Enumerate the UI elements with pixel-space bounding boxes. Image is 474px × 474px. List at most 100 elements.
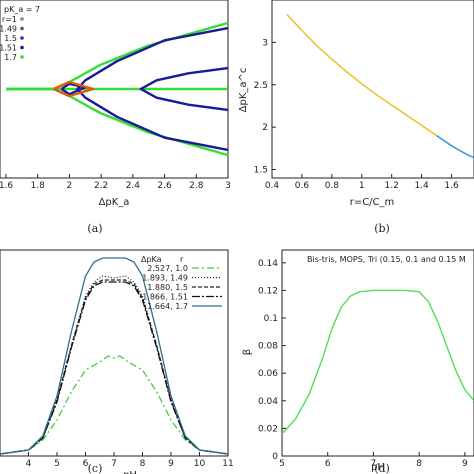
panel-d-caption: (d) (374, 462, 390, 474)
panel-d-x-tick-label-6: 6 (325, 459, 331, 469)
panel-d-x-ticks: 5 6 7 8 9 (279, 452, 468, 469)
panel-b-x-tick-label-1.6: 1.6 (444, 181, 459, 191)
panel-c-frame (0, 249, 229, 457)
panel-d-y-ticks: 0 0.02 0.04 0.06 0.08 0.1 0.12 0.14 (258, 259, 286, 462)
panel-c-x-tick-label-6: 6 (83, 459, 89, 469)
panel-b-series-0 (286, 13, 438, 137)
panel-d-x-tick-label-9: 9 (462, 459, 468, 469)
panel-d-y-tick-label-0.12: 0.12 (258, 286, 278, 296)
panel-a-caption: (a) (87, 222, 102, 235)
panel-c-legend: ΔpKa r 2.527, 1.01.893, 1.491.880, 1.51.… (141, 255, 222, 311)
panel-a-x-tick-label-2: 2 (67, 181, 73, 191)
panel-b-y-ticks: 1.5 2 2.5 3 (254, 38, 276, 176)
panel-b-y-tick-label-2: 2 (262, 123, 268, 133)
panel-b-x-tick-label-1: 1 (359, 181, 365, 191)
panel-d-x-tick-label-5: 5 (279, 459, 285, 469)
panel-b-series-1 (436, 134, 474, 159)
panel-b-frame (271, 0, 474, 179)
panel-c-caption: (c) (88, 462, 103, 474)
panel-a-curve-6 (53, 80, 95, 98)
panel-c-xlabel: pH (123, 470, 137, 474)
panel-a-legend-marker-4 (20, 55, 24, 59)
panel-c-series-1 (0, 275, 229, 455)
panel-b-x-tick-label-0.4: 0.4 (265, 181, 280, 191)
panel-c-legend-label-0: 2.527, 1.0 (147, 264, 188, 273)
panel-a-legend-label-1: 1.49 (0, 25, 17, 34)
panel-c-series-3 (0, 281, 229, 455)
panel-d-y-tick-label-0: 0 (272, 452, 278, 462)
panel-a-xlabel: ΔpK_a (99, 197, 130, 208)
panel-d-y-tick-label-0.02: 0.02 (258, 424, 278, 434)
panel-a-x-tick-label-3: 3 (225, 181, 231, 191)
panel-a-x-tick-label-2.6: 2.6 (157, 181, 172, 191)
panel-a-x-tick-label-1.6: 1.6 (0, 181, 13, 191)
panel-a-legend-marker-0 (20, 17, 24, 21)
panel-a-legend-label-0: r=1 (2, 15, 17, 24)
panel-b-x-tick-label-0.6: 0.6 (295, 181, 310, 191)
panel-a: 1.6 1.8 2 2.2 2.4 2.6 2.8 3 ΔpK_a (a) pK_a = 7 … (0, 0, 231, 235)
panel-a-x-tick-label-2.8: 2.8 (189, 181, 204, 191)
panel-c-legend-head-dpka: ΔpKa (141, 255, 162, 264)
panel-c: 4 5 6 7 8 9 10 11 ΔpKa r 2.527, 1.01.893, 1.491… (0, 249, 234, 474)
panel-c-x-tick-label-5: 5 (54, 459, 60, 469)
panel-c-legend-label-1: 1.893, 1.49 (142, 274, 188, 283)
panel-b-x-tick-label-1.2: 1.2 (385, 181, 399, 191)
panel-d-y-tick-label-0.1: 0.1 (264, 314, 278, 324)
panel-c-x-tick-label-8: 8 (140, 459, 146, 469)
panel-d-series-0 (281, 289, 474, 435)
panel-d-y-tick-label-0.14: 0.14 (258, 259, 278, 269)
panel-d-x-tick-label-8: 8 (416, 459, 422, 469)
panel-d-y-tick-label-0.08: 0.08 (258, 342, 278, 352)
panel-c-legend-label-2: 1.880, 1.5 (147, 283, 188, 292)
panel-c-x-ticks: 4 5 6 7 8 9 10 11 (26, 452, 234, 469)
panel-b-y-tick-label-1.5: 1.5 (254, 166, 268, 176)
panel-c-series-0 (0, 355, 229, 455)
panel-d-series (281, 289, 474, 435)
panel-c-x-tick-label-10: 10 (194, 459, 206, 469)
panel-b-x-tick-label-1.4: 1.4 (414, 181, 429, 191)
panel-c-legend-label-3: 1.866, 1.51 (142, 293, 188, 302)
panel-b-caption: (b) (374, 222, 390, 235)
panel-a-legend: pK_a = 7 r=11.491.51.511.7 (0, 5, 40, 62)
panel-a-legend-title: pK_a = 7 (4, 5, 40, 14)
panel-c-legend-label-4: 1.664, 1.7 (147, 302, 188, 311)
panel-a-curves (6, 21, 229, 157)
panel-b-series (286, 13, 474, 159)
panel-a-x-tick-label-1.8: 1.8 (31, 181, 46, 191)
panel-a-curve-0 (6, 21, 229, 91)
panel-d-y-tick-label-0.04: 0.04 (258, 397, 278, 407)
panel-d-title: Bis-tris, MOPS, Tri (0.15, 0.1 and 0.15 … (307, 255, 466, 264)
panel-d-ylabel: β (242, 349, 253, 355)
panel-a-legend-marker-3 (20, 45, 24, 50)
panel-c-legend-head-r: r (180, 255, 184, 264)
panel-c-series (0, 257, 229, 455)
panel-c-x-tick-label-7: 7 (111, 459, 117, 469)
panel-a-x-tick-label-2.2: 2.2 (94, 181, 108, 191)
panel-a-legend-marker-1 (20, 26, 24, 31)
panel-d: 5 6 7 8 9 0 0.02 0.04 0.06 0.08 0.1 0.12 0.14 Bis-t… (242, 249, 474, 474)
panel-c-x-tick-label-4: 4 (26, 459, 32, 469)
panel-a-x-tick-label-2.4: 2.4 (126, 181, 141, 191)
panel-a-curve-1 (6, 87, 229, 157)
panel-d-frame (281, 249, 474, 457)
panel-c-x-tick-label-9: 9 (168, 459, 174, 469)
panel-b-x-ticks: 0.4 0.6 0.8 1 1.2 1.4 1.6 (265, 174, 459, 191)
panel-b-y-tick-label-3: 3 (262, 38, 268, 48)
panel-b-y-tick-label-2.5: 2.5 (254, 81, 268, 91)
panel-b-x-tick-label-0.8: 0.8 (325, 181, 340, 191)
panel-a-curve-4 (139, 66, 229, 112)
panel-a-x-ticks: 1.6 1.8 2 2.2 2.4 2.6 2.8 3 (0, 174, 231, 191)
panel-d-x-tick-label-7: 7 (371, 459, 377, 469)
panel-a-legend-marker-2 (20, 36, 24, 40)
panel-b-ylabel: ΔpK_a^c (238, 68, 249, 113)
panel-c-series-4 (0, 257, 229, 455)
panel-b: 0.4 0.6 0.8 1 1.2 1.4 1.6 1.5 2 2.5 3 r=C/C_m ΔpK… (238, 0, 474, 235)
panel-d-y-tick-label-0.06: 0.06 (258, 369, 278, 379)
panel-a-legend-label-3: 1.51 (0, 44, 17, 53)
panel-b-xlabel: r=C/C_m (350, 197, 395, 208)
panel-a-curve-3 (76, 26, 229, 152)
panel-d-xlabel: pH (371, 462, 385, 473)
panel-a-legend-label-4: 1.7 (4, 53, 17, 62)
panel-a-legend-label-2: 1.5 (4, 34, 17, 43)
